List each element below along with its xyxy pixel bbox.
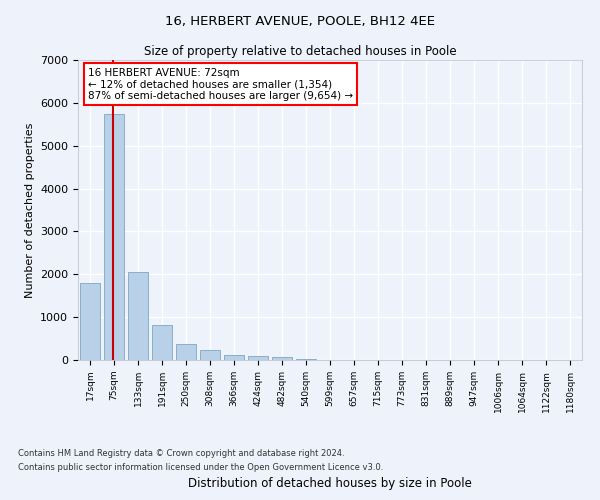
Bar [296, 358, 316, 360]
Y-axis label: Number of detached properties: Number of detached properties [25, 122, 35, 298]
Text: Contains public sector information licensed under the Open Government Licence v3: Contains public sector information licen… [18, 464, 383, 472]
Bar [128, 272, 148, 360]
Text: Contains HM Land Registry data © Crown copyright and database right 2024.: Contains HM Land Registry data © Crown c… [18, 448, 344, 458]
Bar [224, 355, 244, 360]
Bar [248, 356, 268, 360]
Bar [104, 114, 124, 360]
Bar [272, 358, 292, 360]
Bar [200, 350, 220, 360]
Bar [152, 325, 172, 360]
Text: Size of property relative to detached houses in Poole: Size of property relative to detached ho… [143, 45, 457, 58]
Text: 16 HERBERT AVENUE: 72sqm
← 12% of detached houses are smaller (1,354)
87% of sem: 16 HERBERT AVENUE: 72sqm ← 12% of detach… [88, 68, 353, 100]
Bar [176, 344, 196, 360]
Text: Distribution of detached houses by size in Poole: Distribution of detached houses by size … [188, 477, 472, 490]
Bar [80, 283, 100, 360]
Text: 16, HERBERT AVENUE, POOLE, BH12 4EE: 16, HERBERT AVENUE, POOLE, BH12 4EE [165, 15, 435, 28]
